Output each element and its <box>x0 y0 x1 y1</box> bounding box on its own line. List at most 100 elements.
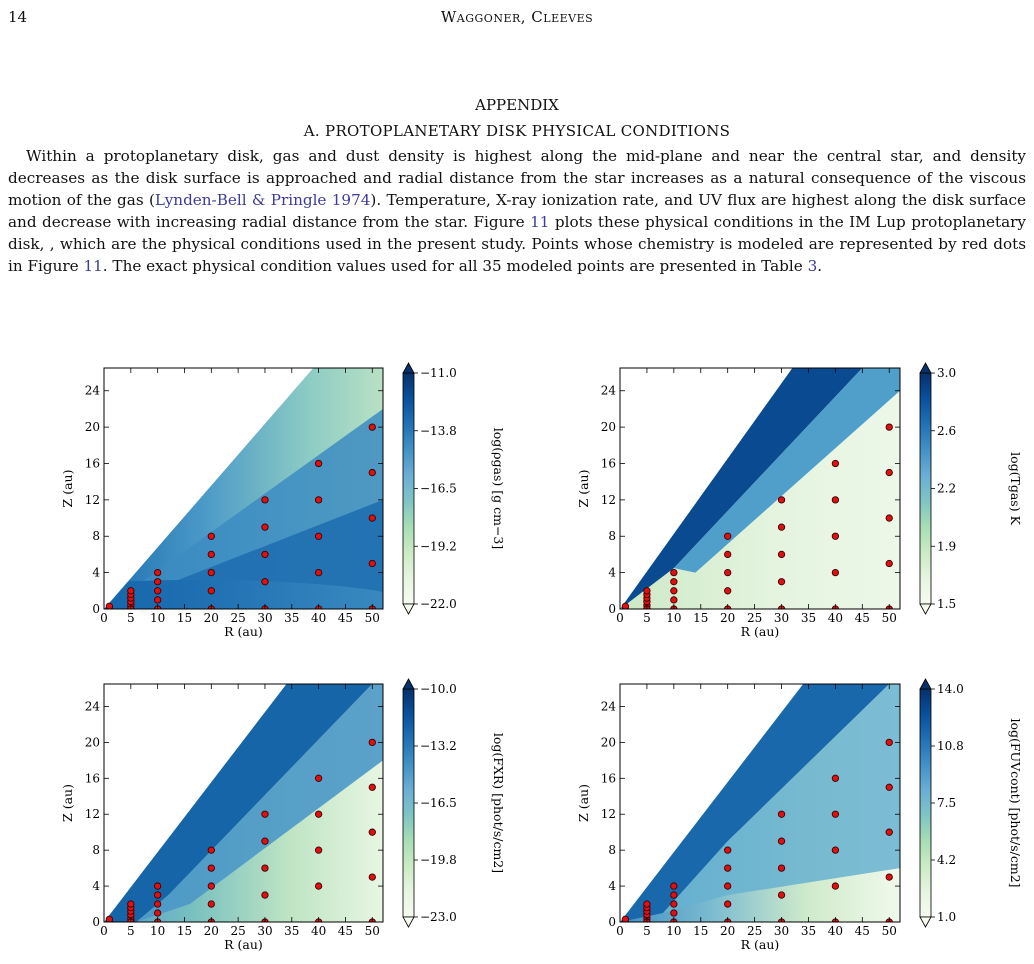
y-tick-label: 0 <box>92 915 100 929</box>
y-tick-label: 0 <box>608 602 616 616</box>
model-point <box>154 578 162 586</box>
model-point <box>105 602 114 609</box>
y-axis-label: Z (au) <box>576 784 591 822</box>
colorbar-tick-label: 2.2 <box>937 482 956 496</box>
colorbar: 3.0 2.6 2.2 1.9 1.5 log(Tgas) K <box>919 362 1023 615</box>
x-tick-label: 35 <box>284 924 299 938</box>
model-point <box>670 900 678 908</box>
model-point <box>724 550 732 559</box>
text-run: ). Temperature, X-ray ionization rate, a… <box>8 191 1027 231</box>
colorbar-tick-label: −19.8 <box>420 853 457 867</box>
xray-surface-layer <box>104 684 373 922</box>
x-tick-label: 25 <box>230 924 245 938</box>
colorbar-tick-label: 3.0 <box>937 366 956 380</box>
y-tick-label: 4 <box>92 566 100 580</box>
model-point <box>643 900 651 908</box>
density-core <box>104 579 383 609</box>
colorbar-tick-label: −11.0 <box>420 366 457 380</box>
colorbar-tick-label: 7.5 <box>937 796 956 810</box>
x-tick-label: 15 <box>177 924 192 938</box>
model-point <box>368 468 376 477</box>
x-tick-label: 5 <box>127 611 135 625</box>
model-point <box>314 532 323 540</box>
model-point <box>670 891 678 899</box>
model-point <box>724 846 732 854</box>
y-tick-label: 4 <box>608 879 616 893</box>
figure-link[interactable]: 11 <box>83 257 103 275</box>
model-point <box>127 900 135 908</box>
model-point <box>368 828 376 836</box>
x-tick-label: 35 <box>801 611 816 625</box>
model-point <box>261 891 269 899</box>
colorbar-tick-label: −10.0 <box>420 682 457 696</box>
model-point <box>207 882 215 890</box>
x-tick-label: 15 <box>693 611 708 625</box>
x-tick-label: 5 <box>643 611 651 625</box>
model-point <box>621 915 630 922</box>
plot-frame <box>103 683 384 923</box>
model-point <box>261 864 269 872</box>
colorbar-min-arrow <box>402 603 415 615</box>
heatmap-body <box>620 368 900 609</box>
x-tick-label: 50 <box>882 611 897 625</box>
section-heading: A. PROTOPLANETARY DISK PHYSICAL CONDITIO… <box>303 122 731 140</box>
model-point <box>127 587 135 595</box>
model-point <box>831 532 840 540</box>
x-tick-label: 35 <box>801 924 816 938</box>
x-tick-label: 20 <box>204 611 219 625</box>
colorbar: 14.0 10.8 7.5 4.2 1.0 log(FUVcont) [phot/s/cm… <box>919 678 1023 928</box>
model-point <box>885 559 893 568</box>
model-point <box>368 738 376 747</box>
x-tick-label: 30 <box>257 611 272 625</box>
x-tick-label: 0 <box>100 611 108 625</box>
x-tick-label: 45 <box>338 611 353 625</box>
y-tick-label: 24 <box>85 699 101 713</box>
model-point <box>670 909 678 917</box>
colorbar: −10.0 −13.2 −16.5 −19.8 −23.0 log(FXR) [phot/… <box>402 678 506 928</box>
figure-link[interactable]: 11 <box>530 213 550 231</box>
y-tick-label: 4 <box>92 879 100 893</box>
colorbar-min-arrow <box>919 603 932 615</box>
y-tick-label: 8 <box>92 529 100 543</box>
plot-frame <box>103 367 384 610</box>
body-paragraph: Within a protoplanetary disk, gas and du… <box>8 145 1026 277</box>
model-point <box>724 882 732 890</box>
y-tick-label: 4 <box>608 566 616 580</box>
model-point <box>207 846 215 854</box>
table-link[interactable]: 3 <box>807 257 818 275</box>
x-tick-label: 45 <box>855 924 870 938</box>
y-tick-label: 16 <box>85 456 100 470</box>
x-tick-label: 45 <box>855 611 870 625</box>
y-tick-label: 12 <box>85 493 100 507</box>
x-tick-label: 40 <box>311 611 326 625</box>
uv-surface-layer <box>620 684 890 922</box>
model-point <box>724 568 732 577</box>
model-point <box>831 846 840 854</box>
colorbar-min-arrow <box>402 916 415 928</box>
x-tick-label: 50 <box>365 924 380 938</box>
plot-frame <box>619 367 901 610</box>
colorbar-body <box>919 372 932 605</box>
x-axis-label: R (au) <box>224 937 263 952</box>
y-tick-label: 16 <box>601 456 616 470</box>
model-point <box>207 532 215 540</box>
model-point <box>831 568 840 577</box>
colorbar-body <box>919 688 932 918</box>
y-tick-label: 0 <box>608 915 616 929</box>
text-run: . The exact physical condition values us… <box>102 257 808 275</box>
model-point <box>885 783 893 791</box>
model-point <box>724 900 732 908</box>
chart-panel-2: 0 5 10 15 20 25 30 35 40 45 50 0 4 8 12 16 20 24 R (au) Z (… <box>576 362 1023 639</box>
x-tick-label: 50 <box>365 611 380 625</box>
model-point <box>154 891 162 899</box>
citation-link[interactable]: Lynden-Bell & Pringle 1974 <box>154 191 371 209</box>
colorbar-tick-label: 2.6 <box>937 424 956 438</box>
x-tick-label: 25 <box>747 924 762 938</box>
colorbar-tick-label: −22.0 <box>420 597 457 611</box>
heatmap-body <box>104 684 383 922</box>
colorbar-label: log(FUVcont) [phot/s/cm2] <box>1008 718 1023 887</box>
model-point <box>154 909 162 917</box>
colorbar-max-arrow <box>402 362 415 374</box>
model-point <box>154 587 162 595</box>
model-point <box>777 523 786 531</box>
